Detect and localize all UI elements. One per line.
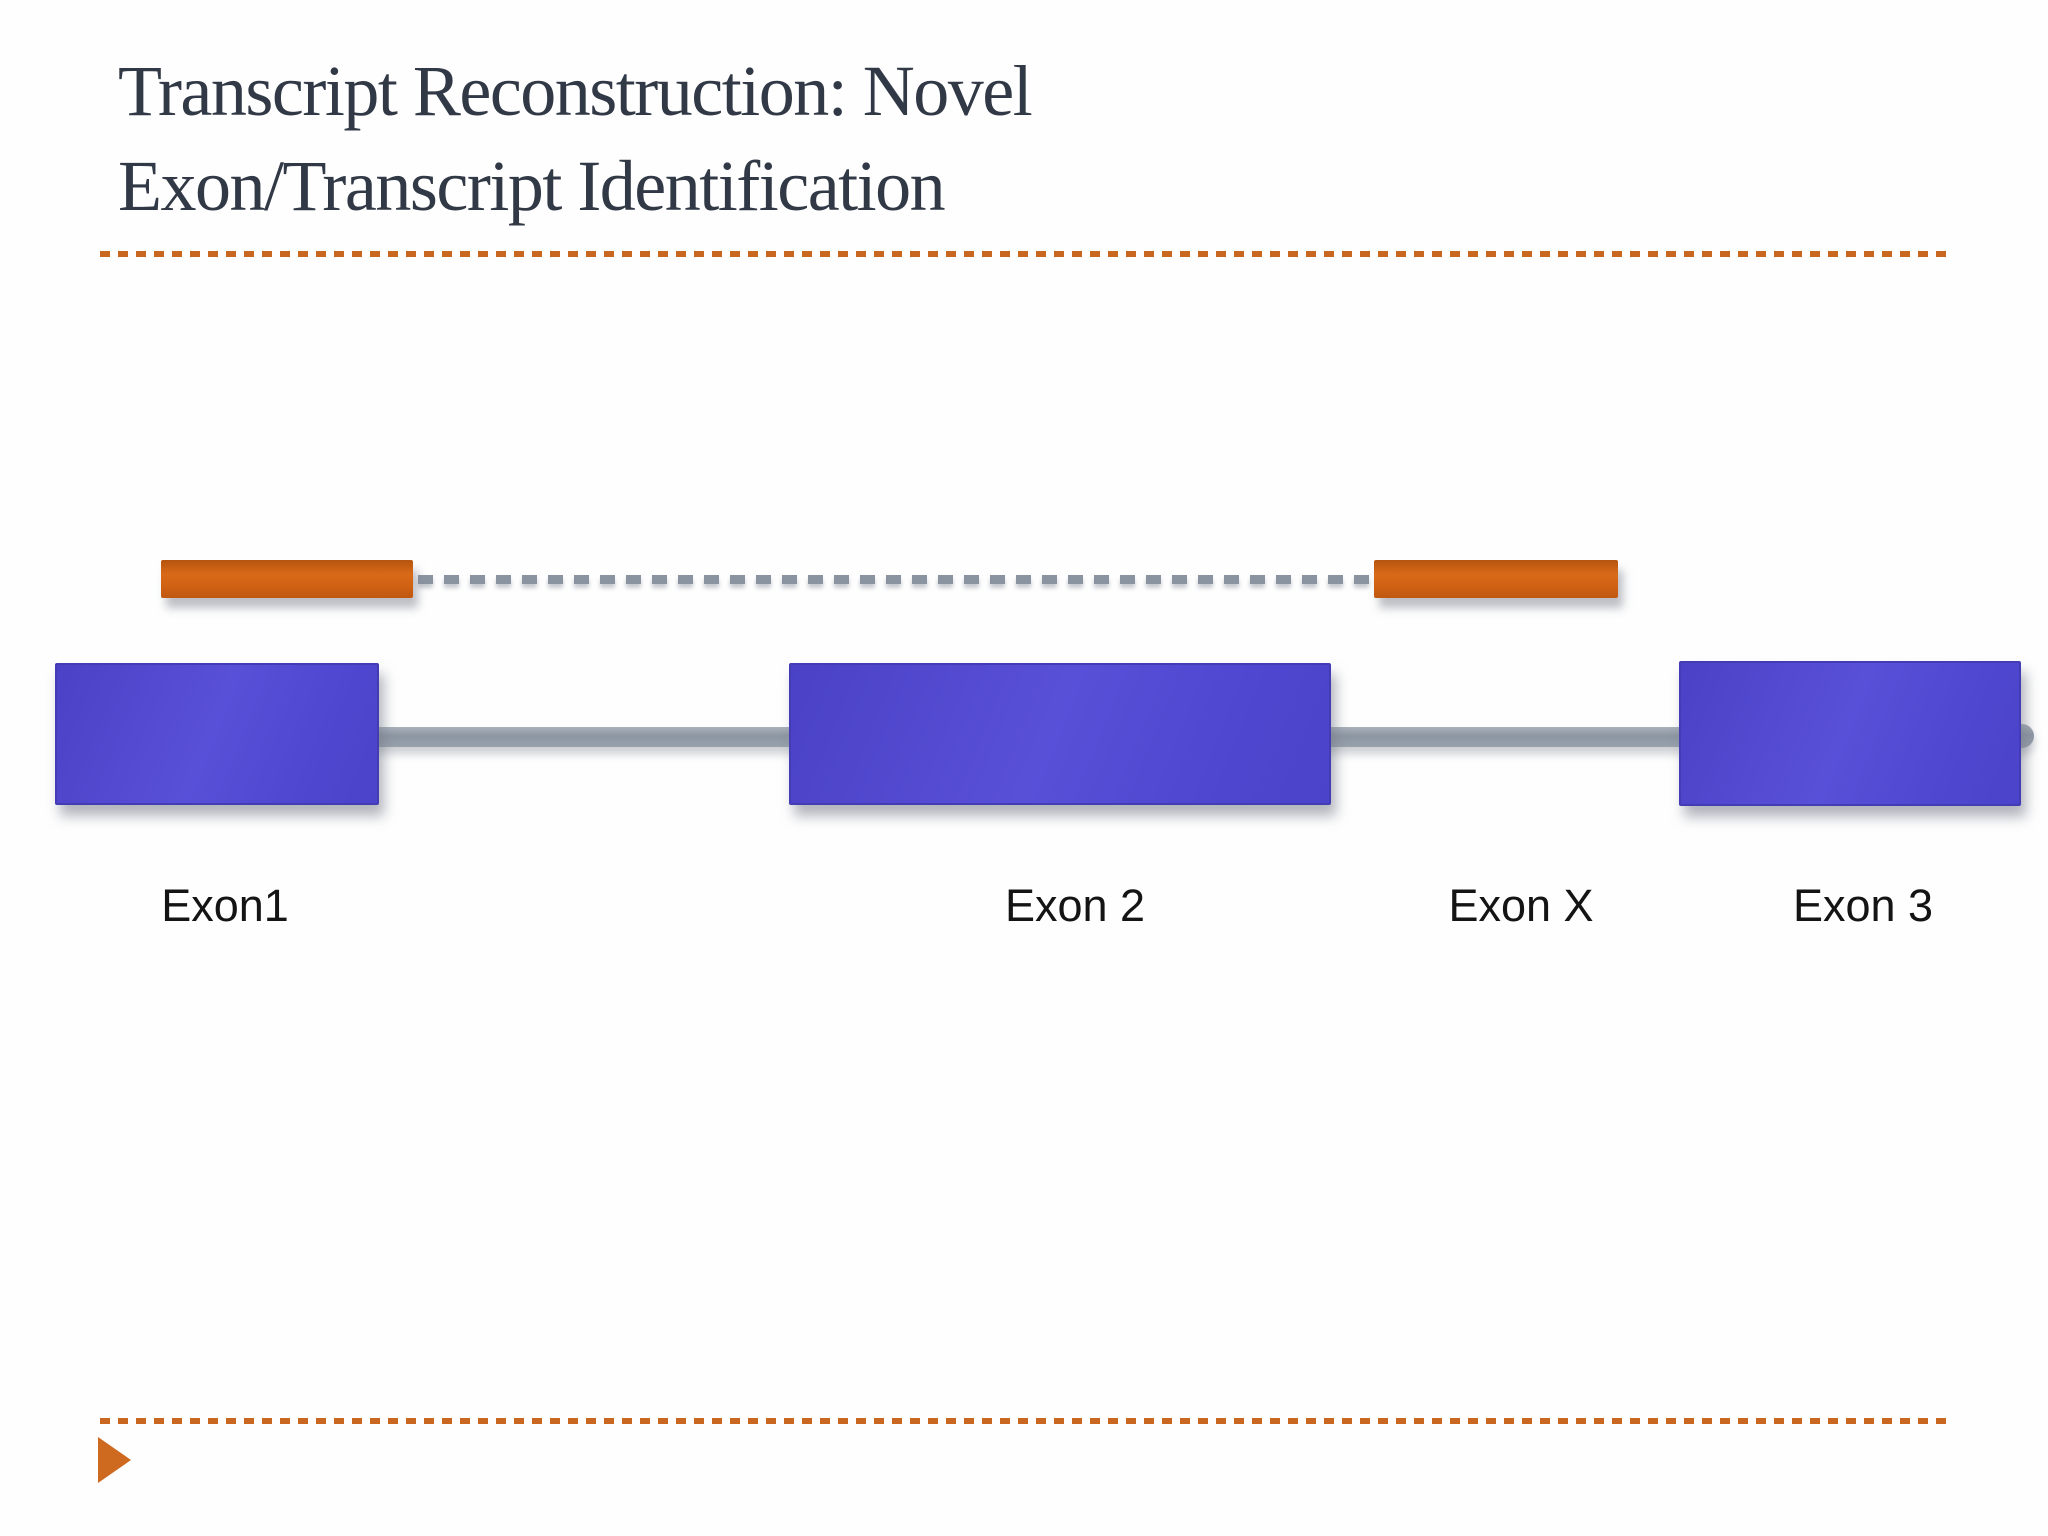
splice-junction-dashed-line — [418, 575, 1370, 584]
exon3-box — [1679, 661, 2021, 806]
exon2-box — [789, 663, 1331, 805]
slide-title-line-1: Transcript Reconstruction: Novel — [118, 51, 1033, 131]
novel-transcript-bar-right — [1374, 560, 1618, 598]
exonX-label: Exon X — [1448, 880, 1594, 931]
exon1-box — [55, 663, 379, 805]
footer-arrow-icon — [98, 1437, 131, 1483]
exon1-label: Exon1 — [161, 880, 289, 931]
intron-line-2 — [1320, 727, 1688, 747]
footer-dashed-separator — [100, 1418, 1946, 1424]
title-dashed-separator — [100, 251, 1948, 257]
novel-transcript-bar-left — [161, 560, 413, 598]
slide-title-line-2: Exon/Transcript Identification — [118, 146, 946, 226]
intron-line-1 — [368, 727, 798, 747]
exon3-label: Exon 3 — [1792, 880, 1934, 931]
slide-title: Transcript Reconstruction: Novel Exon/Tr… — [118, 44, 1618, 234]
exon2-label: Exon 2 — [1004, 880, 1146, 931]
